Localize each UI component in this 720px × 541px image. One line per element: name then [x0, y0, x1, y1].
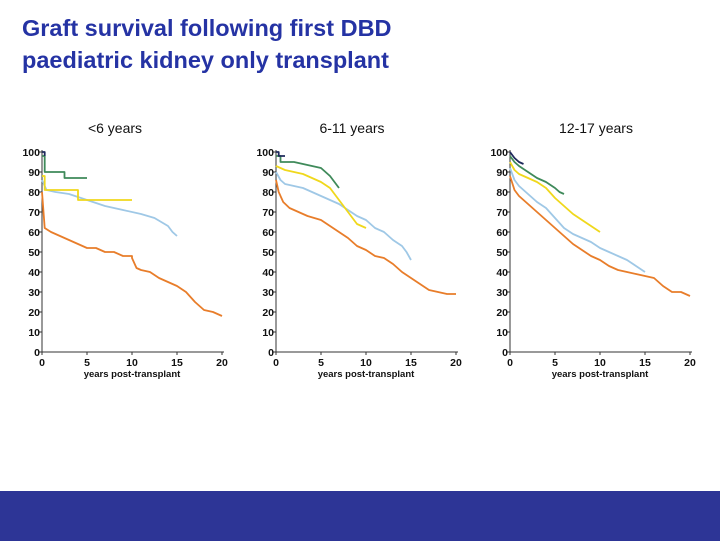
survival-chart-under-6: 0 10 20 30 40 50 60 70 80 90 100 0 5 10 15 20 years post…	[22, 147, 228, 380]
y-tick-label-90: 90	[262, 167, 274, 179]
y-tick-label-40: 40	[262, 267, 274, 279]
y-tick-label-40: 40	[496, 267, 508, 279]
y-tick-label-80: 80	[262, 187, 274, 199]
panel-label-under-6: <6 years	[87, 120, 143, 136]
y-tick-label-70: 70	[262, 207, 274, 219]
y-tick-label-0: 0	[502, 347, 508, 359]
panel-label-12-17: 12-17 years	[559, 120, 633, 136]
x-tick-label-0: 0	[39, 357, 45, 369]
x-tick-label-5: 5	[84, 357, 90, 369]
y-tick-label-20: 20	[496, 307, 508, 319]
x-tick-label-20: 20	[450, 357, 462, 369]
series-line-dark-green	[276, 155, 340, 189]
series-line-yellow	[42, 175, 132, 201]
x-axis-label: years post-transplant	[552, 369, 649, 380]
series-line-orange	[509, 175, 691, 297]
survival-chart-6-11: 0 10 20 30 40 50 60 70 80 90 100 0 5 10 15 20 years post…	[256, 147, 462, 380]
y-tick-label-60: 60	[496, 227, 508, 239]
series-line-dark-green	[509, 155, 565, 195]
survival-chart-12-17: 0 10 20 30 40 50 60 70 80 90 100 0 5 10 15 20 years post…	[490, 147, 696, 380]
y-tick-label-50: 50	[262, 247, 274, 259]
y-tick-label-90: 90	[496, 167, 508, 179]
series-line-dark-green	[42, 155, 87, 179]
series-line-orange	[41, 191, 223, 317]
x-tick-label-20: 20	[684, 357, 696, 369]
x-tick-label-5: 5	[318, 357, 324, 369]
x-tick-label-0: 0	[507, 357, 513, 369]
y-tick-label-10: 10	[262, 327, 274, 339]
y-tick-label-50: 50	[496, 247, 508, 259]
y-tick-label-20: 20	[28, 307, 40, 319]
slide-title: Graft survival following first DBD paedi…	[22, 12, 492, 76]
x-tick-label-0: 0	[273, 357, 279, 369]
y-tick-label-100: 100	[22, 147, 40, 159]
series-line-dark-navy	[509, 151, 524, 165]
y-tick-label-0: 0	[34, 347, 40, 359]
y-tick-label-30: 30	[28, 287, 40, 299]
series-line-yellow	[509, 161, 601, 233]
panel-label-6-11: 6-11 years	[319, 120, 385, 136]
x-axis-label: years post-transplant	[318, 369, 415, 380]
x-tick-label-20: 20	[216, 357, 228, 369]
y-tick-label-60: 60	[262, 227, 274, 239]
y-tick-label-20: 20	[262, 307, 274, 319]
y-tick-label-50: 50	[28, 247, 40, 259]
series-line-light-blue	[41, 179, 178, 237]
y-tick-label-30: 30	[262, 287, 274, 299]
y-tick-label-100: 100	[490, 147, 508, 159]
series-line-dark-navy	[276, 151, 285, 157]
x-tick-label-10: 10	[360, 357, 372, 369]
x-tick-label-15: 15	[171, 357, 183, 369]
y-tick-label-80: 80	[496, 187, 508, 199]
y-tick-label-40: 40	[28, 267, 40, 279]
y-tick-label-70: 70	[28, 207, 40, 219]
x-tick-label-15: 15	[639, 357, 651, 369]
y-tick-label-90: 90	[28, 167, 40, 179]
series-line-light-blue	[509, 167, 646, 273]
x-axis-label: years post-transplant	[84, 369, 181, 380]
slide-title-line-2: paediatric kidney only transplant	[22, 47, 389, 73]
x-tick-label-10: 10	[594, 357, 606, 369]
slide-title-line-1: Graft survival following first DBD	[22, 15, 392, 41]
y-tick-label-0: 0	[268, 347, 274, 359]
y-tick-label-30: 30	[496, 287, 508, 299]
x-tick-label-5: 5	[552, 357, 558, 369]
y-tick-label-80: 80	[28, 187, 40, 199]
footer-bar	[0, 490, 720, 541]
y-tick-label-70: 70	[496, 207, 508, 219]
series-line-light-blue	[275, 171, 412, 261]
y-tick-label-10: 10	[496, 327, 508, 339]
series-line-yellow	[275, 165, 367, 229]
y-tick-label-60: 60	[28, 227, 40, 239]
y-tick-label-10: 10	[28, 327, 40, 339]
series-line-dark-navy	[42, 151, 46, 156]
series-line-orange	[275, 179, 456, 295]
x-tick-label-15: 15	[405, 357, 417, 369]
x-tick-label-10: 10	[126, 357, 138, 369]
y-tick-label-100: 100	[256, 147, 274, 159]
